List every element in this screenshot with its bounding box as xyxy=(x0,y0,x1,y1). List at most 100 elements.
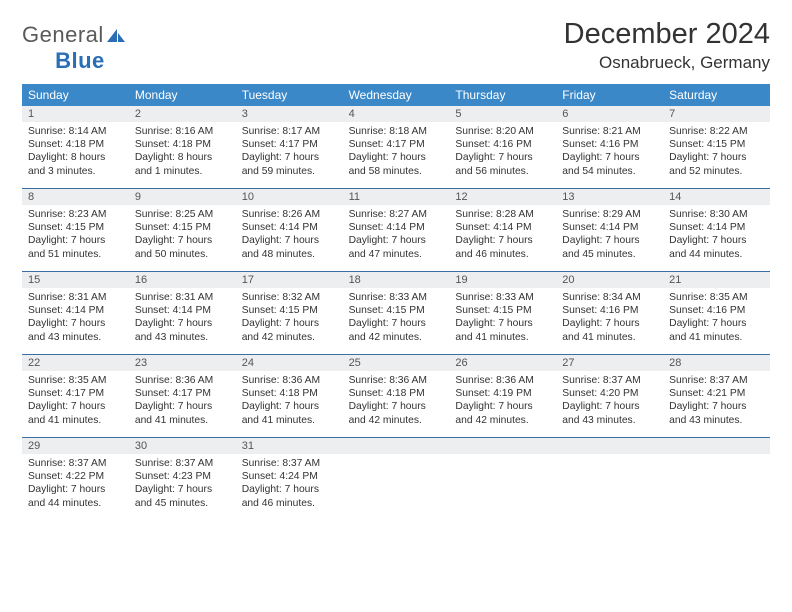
sunrise-line: Sunrise: 8:35 AM xyxy=(663,291,770,304)
day-cell: 11Sunrise: 8:27 AMSunset: 4:14 PMDayligh… xyxy=(343,189,450,271)
daylight-line-2: and 41 minutes. xyxy=(449,331,556,344)
daylight-line-1: Daylight: 7 hours xyxy=(449,317,556,330)
day-number: 20 xyxy=(556,272,663,288)
day-cell: 26Sunrise: 8:36 AMSunset: 4:19 PMDayligh… xyxy=(449,355,556,437)
day-cell: 31Sunrise: 8:37 AMSunset: 4:24 PMDayligh… xyxy=(236,438,343,520)
daylight-line-1: Daylight: 7 hours xyxy=(343,317,450,330)
sunrise-line: Sunrise: 8:37 AM xyxy=(556,374,663,387)
empty-day-cell xyxy=(663,438,770,520)
dow-cell: Wednesday xyxy=(343,84,450,106)
sunrise-line: Sunrise: 8:37 AM xyxy=(129,457,236,470)
daylight-line-2: and 46 minutes. xyxy=(449,248,556,261)
day-number: 10 xyxy=(236,189,343,205)
sunset-line: Sunset: 4:15 PM xyxy=(22,221,129,234)
daylight-line-1: Daylight: 7 hours xyxy=(129,317,236,330)
day-cell: 9Sunrise: 8:25 AMSunset: 4:15 PMDaylight… xyxy=(129,189,236,271)
daylight-line-2: and 41 minutes. xyxy=(556,331,663,344)
empty-day-cell xyxy=(556,438,663,520)
sunset-line: Sunset: 4:17 PM xyxy=(22,387,129,400)
daylight-line-1: Daylight: 7 hours xyxy=(236,483,343,496)
daylight-line-2: and 58 minutes. xyxy=(343,165,450,178)
day-cell: 1Sunrise: 8:14 AMSunset: 4:18 PMDaylight… xyxy=(22,106,129,188)
daylight-line-1: Daylight: 7 hours xyxy=(236,151,343,164)
day-cell: 20Sunrise: 8:34 AMSunset: 4:16 PMDayligh… xyxy=(556,272,663,354)
sunrise-line: Sunrise: 8:27 AM xyxy=(343,208,450,221)
daylight-line-1: Daylight: 8 hours xyxy=(129,151,236,164)
daylight-line-2: and 3 minutes. xyxy=(22,165,129,178)
sunset-line: Sunset: 4:23 PM xyxy=(129,470,236,483)
logo-text: General Blue xyxy=(22,22,126,74)
sunset-line: Sunset: 4:14 PM xyxy=(129,304,236,317)
dow-cell: Thursday xyxy=(449,84,556,106)
sunset-line: Sunset: 4:22 PM xyxy=(22,470,129,483)
day-cell: 27 Sunrise: 8:37 AMSunset: 4:20 PMDayligh… xyxy=(556,355,663,437)
day-cell: 2Sunrise: 8:16 AMSunset: 4:18 PMDaylight… xyxy=(129,106,236,188)
daylight-line-2: and 47 minutes. xyxy=(343,248,450,261)
daylight-line-1: Daylight: 7 hours xyxy=(663,151,770,164)
day-cell: 13Sunrise: 8:29 AMSunset: 4:14 PMDayligh… xyxy=(556,189,663,271)
sunset-line: Sunset: 4:16 PM xyxy=(556,304,663,317)
daylight-line-2: and 41 minutes. xyxy=(236,414,343,427)
day-number: 13 xyxy=(556,189,663,205)
day-number: 3 xyxy=(236,106,343,122)
sunset-line: Sunset: 4:15 PM xyxy=(236,304,343,317)
day-number-empty xyxy=(556,438,663,454)
daylight-line-1: Daylight: 7 hours xyxy=(129,234,236,247)
sunrise-line: Sunrise: 8:18 AM xyxy=(343,125,450,138)
sunset-line: Sunset: 4:15 PM xyxy=(449,304,556,317)
daylight-line-2: and 51 minutes. xyxy=(22,248,129,261)
logo-word-blue: Blue xyxy=(55,48,105,73)
sunset-line: Sunset: 4:20 PM xyxy=(556,387,663,400)
sunset-line: Sunset: 4:24 PM xyxy=(236,470,343,483)
sunrise-line: Sunrise: 8:37 AM xyxy=(663,374,770,387)
sunrise-line: Sunrise: 8:36 AM xyxy=(449,374,556,387)
title-block: December 2024 Osnabrueck, Germany xyxy=(564,18,770,73)
day-number: 29 xyxy=(22,438,129,454)
daylight-line-2: and 44 minutes. xyxy=(663,248,770,261)
day-number: 27 xyxy=(556,355,663,371)
sunset-line: Sunset: 4:16 PM xyxy=(663,304,770,317)
day-number-empty xyxy=(449,438,556,454)
sunrise-line: Sunrise: 8:36 AM xyxy=(236,374,343,387)
daylight-line-1: Daylight: 7 hours xyxy=(22,400,129,413)
daylight-line-1: Daylight: 7 hours xyxy=(236,234,343,247)
sunrise-line: Sunrise: 8:30 AM xyxy=(663,208,770,221)
day-cell: 10Sunrise: 8:26 AMSunset: 4:14 PMDayligh… xyxy=(236,189,343,271)
day-cell: 23Sunrise: 8:36 AMSunset: 4:17 PMDayligh… xyxy=(129,355,236,437)
sunrise-line: Sunrise: 8:31 AM xyxy=(129,291,236,304)
day-cell: 3Sunrise: 8:17 AMSunset: 4:17 PMDaylight… xyxy=(236,106,343,188)
week-row: 29Sunrise: 8:37 AMSunset: 4:22 PMDayligh… xyxy=(22,438,770,520)
daylight-line-1: Daylight: 7 hours xyxy=(556,400,663,413)
calendar: SundayMondayTuesdayWednesdayThursdayFrid… xyxy=(22,84,770,520)
sunset-line: Sunset: 4:15 PM xyxy=(343,304,450,317)
sunrise-line: Sunrise: 8:28 AM xyxy=(449,208,556,221)
daylight-line-1: Daylight: 7 hours xyxy=(22,317,129,330)
sunset-line: Sunset: 4:14 PM xyxy=(236,221,343,234)
day-cell: 4Sunrise: 8:18 AMSunset: 4:17 PMDaylight… xyxy=(343,106,450,188)
day-number: 14 xyxy=(663,189,770,205)
daylight-line-2: and 56 minutes. xyxy=(449,165,556,178)
day-cell: 21Sunrise: 8:35 AMSunset: 4:16 PMDayligh… xyxy=(663,272,770,354)
daylight-line-1: Daylight: 7 hours xyxy=(343,151,450,164)
week-row: 22Sunrise: 8:35 AMSunset: 4:17 PMDayligh… xyxy=(22,355,770,438)
sunrise-line: Sunrise: 8:14 AM xyxy=(22,125,129,138)
daylight-line-2: and 43 minutes. xyxy=(556,414,663,427)
day-number: 28 xyxy=(663,355,770,371)
day-number: 8 xyxy=(22,189,129,205)
daylight-line-2: and 41 minutes. xyxy=(663,331,770,344)
sunrise-line: Sunrise: 8:37 AM xyxy=(22,457,129,470)
day-cell: 18Sunrise: 8:33 AMSunset: 4:15 PMDayligh… xyxy=(343,272,450,354)
day-number: 31 xyxy=(236,438,343,454)
daylight-line-1: Daylight: 7 hours xyxy=(663,234,770,247)
sunrise-line: Sunrise: 8:34 AM xyxy=(556,291,663,304)
location-label: Osnabrueck, Germany xyxy=(564,53,770,73)
daylight-line-2: and 50 minutes. xyxy=(129,248,236,261)
week-row: 8Sunrise: 8:23 AMSunset: 4:15 PMDaylight… xyxy=(22,189,770,272)
sunset-line: Sunset: 4:14 PM xyxy=(663,221,770,234)
daylight-line-2: and 45 minutes. xyxy=(556,248,663,261)
daylight-line-2: and 1 minutes. xyxy=(129,165,236,178)
daylight-line-1: Daylight: 7 hours xyxy=(236,400,343,413)
sunrise-line: Sunrise: 8:21 AM xyxy=(556,125,663,138)
daylight-line-2: and 45 minutes. xyxy=(129,497,236,510)
day-number-empty xyxy=(663,438,770,454)
